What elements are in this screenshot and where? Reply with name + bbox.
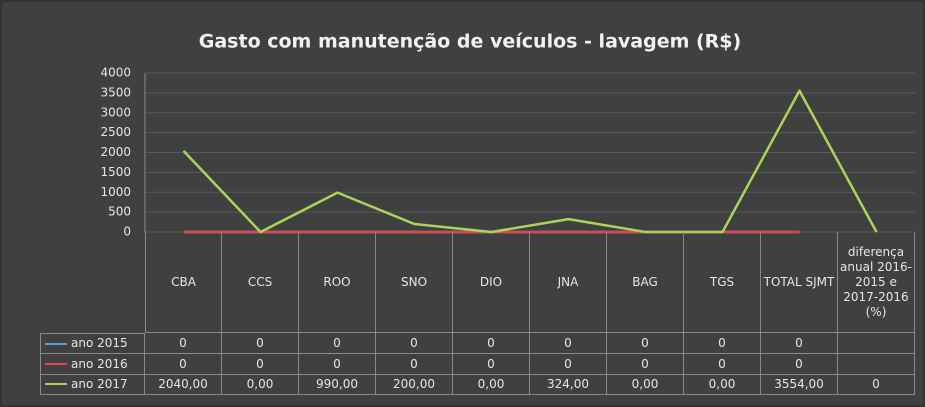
legend-label: ano 2017 bbox=[71, 376, 128, 391]
data-table-cell: 0 bbox=[376, 354, 453, 375]
x-tick-label: CBA bbox=[145, 232, 222, 333]
legend-label: ano 2016 bbox=[71, 356, 128, 371]
data-table-cell: 2040,00 bbox=[145, 374, 222, 395]
chart-title: Gasto com manutenção de veículos - lavag… bbox=[199, 31, 741, 53]
x-tick-label: CCS bbox=[222, 232, 299, 333]
data-table-cell: 0 bbox=[453, 333, 530, 354]
series-line bbox=[182, 89, 878, 234]
data-table-cell: 0 bbox=[222, 333, 299, 354]
data-table-cell: 0 bbox=[453, 354, 530, 375]
data-table-cell: 0 bbox=[530, 354, 607, 375]
legend-entry: ano 2016 bbox=[40, 354, 145, 375]
data-table-cell: 324,00 bbox=[530, 374, 607, 395]
data-table-cell: 0 bbox=[838, 374, 915, 395]
y-tick-label: 3500 bbox=[100, 85, 131, 99]
data-table-cell: 0 bbox=[761, 333, 838, 354]
x-tick-label: JNA bbox=[530, 232, 607, 333]
data-table-cell: 0,00 bbox=[607, 374, 684, 395]
data-table-cell: 0 bbox=[684, 354, 761, 375]
x-tick-label: DIO bbox=[453, 232, 530, 333]
y-tick-label: 500 bbox=[108, 205, 131, 219]
y-tick-label: 2500 bbox=[100, 125, 131, 139]
data-table-cell: 0 bbox=[607, 333, 684, 354]
x-tick-label: TOTAL SJMT bbox=[761, 232, 838, 333]
y-tick-label: 3000 bbox=[100, 105, 131, 119]
y-tick-label: 2000 bbox=[100, 145, 131, 159]
x-tick-label: BAG bbox=[607, 232, 684, 333]
data-table-cell: 990,00 bbox=[299, 374, 376, 395]
legend-swatch bbox=[45, 383, 67, 385]
data-table-cell bbox=[838, 333, 915, 354]
y-tick-label: 0 bbox=[123, 225, 131, 239]
data-table-cell: 0,00 bbox=[222, 374, 299, 395]
data-table-cell: 200,00 bbox=[376, 374, 453, 395]
x-tick-label: SNO bbox=[376, 232, 453, 333]
data-table-cell: 0 bbox=[376, 333, 453, 354]
legend-entry: ano 2015 bbox=[40, 333, 145, 354]
data-table-cell: 0 bbox=[530, 333, 607, 354]
data-table-cell: 0 bbox=[145, 354, 222, 375]
x-tick-label: diferença anual 2016-2015 e 2017-2016 (%… bbox=[838, 232, 915, 333]
data-table-cell: 0 bbox=[145, 333, 222, 354]
legend-entry: ano 2017 bbox=[40, 374, 145, 395]
x-tick-label: ROO bbox=[299, 232, 376, 333]
data-table-cell: 0,00 bbox=[684, 374, 761, 395]
data-table-cell: 0 bbox=[299, 333, 376, 354]
x-tick-label: TGS bbox=[684, 232, 761, 333]
data-table-cell: 3554,00 bbox=[761, 374, 838, 395]
legend-swatch bbox=[45, 342, 67, 345]
y-tick-label: 1500 bbox=[100, 165, 131, 179]
legend-swatch bbox=[45, 363, 67, 365]
data-table-cell bbox=[838, 354, 915, 375]
data-table-cell: 0 bbox=[684, 333, 761, 354]
data-table-cell: 0 bbox=[299, 354, 376, 375]
y-tick-label: 4000 bbox=[100, 66, 131, 80]
data-table-cell: 0 bbox=[222, 354, 299, 375]
y-tick-label: 1000 bbox=[100, 185, 131, 199]
data-table-cell: 0 bbox=[607, 354, 684, 375]
data-table-cell: 0 bbox=[761, 354, 838, 375]
data-table-cell: 0,00 bbox=[453, 374, 530, 395]
legend-label: ano 2015 bbox=[71, 336, 128, 350]
